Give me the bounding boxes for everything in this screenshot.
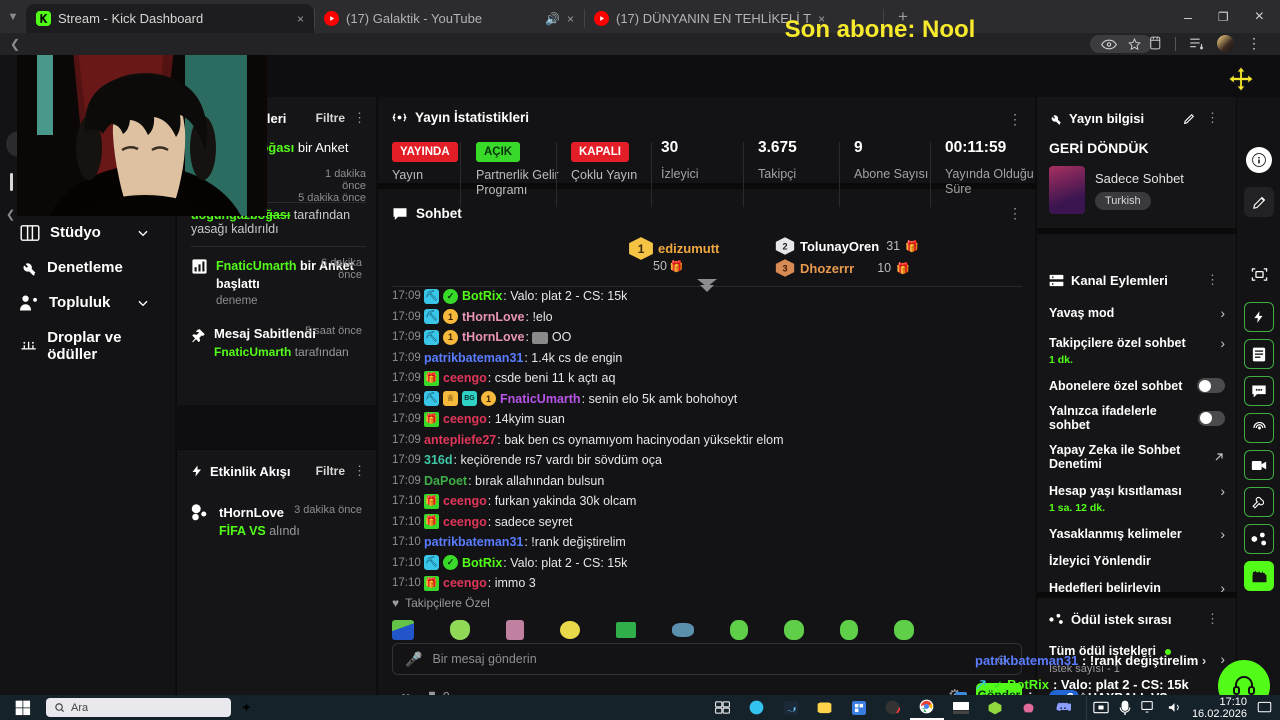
svg-text:3: 3: [782, 263, 787, 273]
svg-text:1: 1: [638, 242, 645, 256]
svg-text:2: 2: [782, 241, 787, 251]
